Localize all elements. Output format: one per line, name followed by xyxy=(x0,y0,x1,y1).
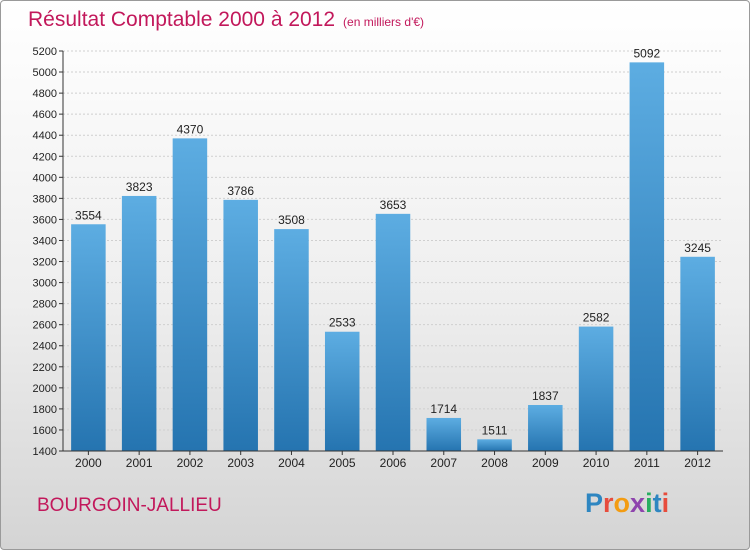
bar xyxy=(71,224,106,451)
x-tick-label: 2006 xyxy=(380,456,407,470)
proxiti-logo: Proxiti xyxy=(585,488,669,519)
y-tick-label: 3400 xyxy=(33,235,57,247)
x-tick-label: 2002 xyxy=(177,456,204,470)
logo-letter: r xyxy=(603,488,614,518)
data-label: 3786 xyxy=(227,184,254,198)
logo-letter: o xyxy=(613,488,631,518)
bar xyxy=(223,199,258,451)
y-tick-label: 1800 xyxy=(33,404,57,416)
data-label: 1837 xyxy=(532,389,559,403)
logo-letter: x xyxy=(630,488,646,518)
data-label: 3245 xyxy=(684,241,711,255)
bar xyxy=(629,62,665,452)
x-tick-label: 2012 xyxy=(684,456,711,470)
x-tick-label: 2000 xyxy=(75,456,102,470)
x-tick-label: 2009 xyxy=(532,456,559,470)
logo-letter: i xyxy=(661,488,670,518)
commune-name: BOURGOIN-JALLIEU xyxy=(37,495,222,516)
chart-title: Résultat Comptable 2000 à 2012 (en millie… xyxy=(28,8,424,32)
y-tick-label: 3000 xyxy=(33,278,57,290)
y-tick-label: 2400 xyxy=(33,341,57,353)
data-label: 5092 xyxy=(633,46,660,60)
data-label: 2533 xyxy=(329,316,356,330)
data-label: 1511 xyxy=(482,423,508,437)
y-tick-label: 2800 xyxy=(33,299,57,311)
x-tick-label: 2001 xyxy=(126,456,153,470)
y-tick-label: 4200 xyxy=(33,151,57,163)
y-tick-label: 2600 xyxy=(33,320,57,332)
bar xyxy=(477,439,512,451)
y-tick-label: 1600 xyxy=(33,425,57,437)
bar xyxy=(680,256,715,451)
logo-letter: i xyxy=(645,488,653,518)
data-label: 1714 xyxy=(430,402,457,416)
y-tick-label: 4800 xyxy=(33,88,57,100)
bar xyxy=(121,195,157,451)
logo-letter: t xyxy=(652,488,662,518)
y-tick-label: 2000 xyxy=(33,383,57,395)
y-tick-label: 3200 xyxy=(33,257,57,269)
bar xyxy=(528,405,563,451)
y-tick-label: 4600 xyxy=(33,109,57,121)
y-tick-label: 5200 xyxy=(33,46,57,58)
y-tick-label: 4400 xyxy=(33,130,57,142)
data-label: 4370 xyxy=(177,122,204,136)
y-tick-label: 4000 xyxy=(33,172,57,184)
y-tick-label: 2200 xyxy=(33,362,57,374)
x-tick-label: 2008 xyxy=(481,456,508,470)
x-tick-label: 2010 xyxy=(583,456,610,470)
data-label: 3653 xyxy=(380,198,407,212)
y-tick-label: 3800 xyxy=(33,193,57,205)
x-tick-label: 2005 xyxy=(329,456,356,470)
data-label: 3823 xyxy=(126,180,153,194)
unit-label: (en milliers d'€) xyxy=(343,15,425,29)
x-tick-label: 2011 xyxy=(634,456,660,470)
bar xyxy=(172,138,208,452)
x-tick-label: 2007 xyxy=(430,456,457,470)
bars: 3554 3823 4370 3786 3508 2533 3653 1714 1511 1837… xyxy=(71,46,715,452)
data-label: 2582 xyxy=(583,311,610,325)
title-text: Résultat Comptable 2000 à 2012 xyxy=(28,8,336,31)
logo-letter: P xyxy=(585,488,604,518)
data-label: 3554 xyxy=(75,208,102,222)
bar xyxy=(375,213,411,451)
axes: 1400 1600 1800 2000 2200 2400 2600 2800 3000 3200… xyxy=(33,46,723,470)
y-tick-label: 1400 xyxy=(33,446,57,458)
x-tick-label: 2003 xyxy=(227,456,254,470)
x-tick-label: 2004 xyxy=(278,456,305,470)
data-label: 3508 xyxy=(278,213,305,227)
bar xyxy=(578,326,614,451)
y-tick-label: 5000 xyxy=(33,67,57,79)
y-tick-label: 3600 xyxy=(33,214,57,226)
bar xyxy=(274,229,309,451)
bar xyxy=(426,417,462,451)
bar xyxy=(324,331,360,451)
